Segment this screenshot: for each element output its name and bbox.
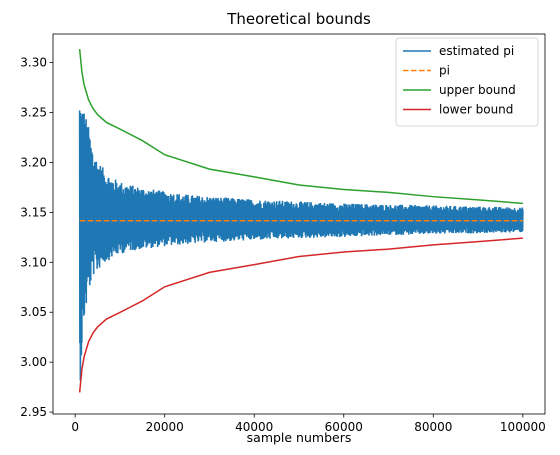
legend-label-estimated-pi: estimated pi: [439, 44, 514, 58]
x-axis-label: sample numbers: [247, 430, 352, 445]
x-tick-label: 60000: [325, 420, 363, 434]
x-tick-label: 100000: [500, 420, 546, 434]
series-lower-bound-line: [78, 237, 523, 393]
axes: 0 20000 40000 60000 80000 100000 2.95 3.00 3.05 3…: [20, 33, 546, 434]
legend-label-upper-bound: upper bound: [439, 83, 516, 97]
plot-area: [78, 49, 524, 393]
x-tick-label: 20000: [146, 420, 184, 434]
y-tick-label: 2.95: [20, 405, 47, 419]
x-tick-label: 80000: [414, 420, 452, 434]
y-tick-label: 3.20: [20, 155, 47, 169]
chart-title: Theoretical bounds: [226, 10, 371, 28]
y-tick-label: 3.10: [20, 255, 47, 269]
x-tick-label: 40000: [235, 420, 273, 434]
y-tick-label: 3.05: [20, 305, 47, 319]
y-tick-label: 3.15: [20, 205, 47, 219]
y-tick-label: 3.00: [20, 355, 47, 369]
axes-frame: [52, 33, 546, 415]
legend: estimated pi pi upper bound lower bound: [395, 37, 539, 127]
legend-label-lower-bound: lower bound: [439, 103, 513, 117]
y-tick-label: 3.30: [20, 56, 47, 70]
series-upper-bound-line: [78, 49, 523, 205]
series-estimated-pi-line: [78, 110, 524, 381]
legend-box: [395, 37, 539, 127]
y-tick-label: 3.25: [20, 105, 47, 119]
legend-label-pi: pi: [439, 64, 450, 78]
x-tick-label: 0: [71, 420, 79, 434]
